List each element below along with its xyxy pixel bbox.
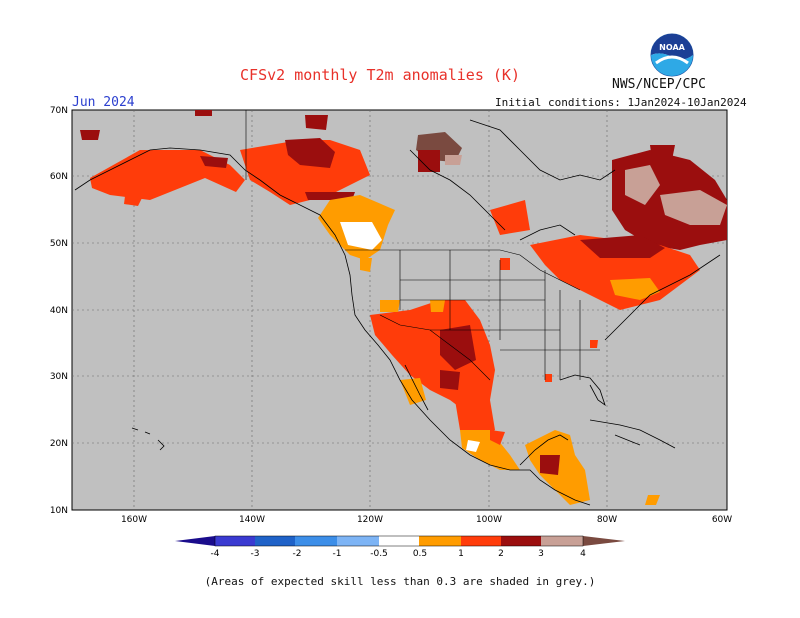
lon-label: 120W (357, 515, 383, 525)
latitude-labels: 70N 60N 50N 40N 30N 20N 10N (50, 106, 68, 516)
forecast-month: Jun 2024 (72, 95, 135, 110)
lon-label: 100W (476, 515, 502, 525)
colorbar-label: -4 (211, 549, 220, 559)
lon-label: 160W (121, 515, 147, 525)
skill-footnote: (Areas of expected skill less than 0.3 a… (204, 575, 596, 588)
lat-label: 40N (50, 306, 68, 316)
colorbar-label: 2 (498, 549, 504, 559)
colorbar-right-arrow (583, 536, 625, 546)
lat-label: 20N (50, 439, 68, 449)
hawaii-islands (131, 427, 165, 451)
lon-label: 60W (712, 515, 732, 525)
colorbar-label: -3 (251, 549, 260, 559)
coastlines (74, 119, 721, 506)
color-bar (175, 535, 625, 547)
colorbar-label: 1 (458, 549, 464, 559)
lat-label: 70N (50, 106, 68, 116)
lat-label: 30N (50, 372, 68, 382)
political-borders (245, 110, 600, 381)
colorbar-label: 4 (580, 549, 586, 559)
colorbar-label: 3 (538, 549, 544, 559)
agency-label: NWS/NCEP/CPC (612, 77, 706, 92)
lat-label: 50N (50, 239, 68, 249)
lat-label: 10N (50, 506, 68, 516)
noaa-logo-text: NOAA (659, 43, 685, 52)
colorbar-left-arrow (175, 536, 215, 546)
colorbar-label: 0.5 (413, 549, 427, 559)
lat-label: 60N (50, 172, 68, 182)
lon-label: 140W (239, 515, 265, 525)
longitude-labels: 160W 140W 120W 100W 80W 60W (121, 515, 732, 525)
lon-label: 80W (597, 515, 617, 525)
colorbar-label: -0.5 (370, 549, 388, 559)
noaa-logo-icon: NOAA (650, 33, 694, 77)
colorbar-label: -1 (333, 549, 342, 559)
colorbar-labels: -4 -3 -2 -1 -0.5 0.5 1 2 3 4 (211, 549, 587, 559)
colorbar-label: -2 (293, 549, 302, 559)
initial-conditions: Initial conditions: 1Jan2024-10Jan2024 (495, 96, 747, 109)
map-title: CFSv2 monthly T2m anomalies (K) (240, 66, 520, 84)
